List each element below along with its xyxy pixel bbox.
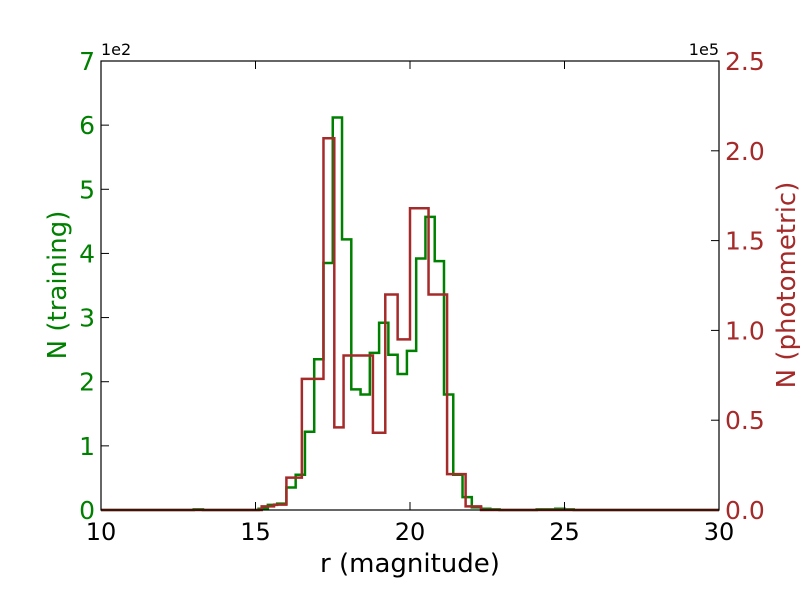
y-right-tick-label: 0.5 [725, 406, 765, 435]
x-tick-label: 25 [549, 518, 580, 546]
y-left-tick-label: 5 [79, 175, 95, 204]
y-left-tick-label: 4 [79, 239, 95, 268]
y-axis-right-label: N (photometric) [772, 182, 800, 389]
y-left-tick-label: 7 [79, 47, 95, 76]
y-right-tick-label: 2.0 [725, 137, 765, 166]
y-axis-left-multiplier: 1e2 [101, 40, 131, 59]
y-axis-left: 0 1 2 3 4 5 6 7 [79, 47, 109, 525]
y-left-tick-label: 2 [79, 368, 95, 397]
x-tick-label: 20 [395, 518, 426, 546]
y-axis-right-multiplier: 1e5 [689, 40, 719, 59]
x-axis-label: r (magnitude) [320, 549, 500, 579]
x-tick-label: 15 [240, 518, 271, 546]
series-photometric [101, 136, 719, 512]
y-left-tick-label: 0 [79, 496, 95, 525]
y-right-tick-label: 1.0 [725, 316, 765, 345]
y-right-tick-label: 2.5 [725, 47, 765, 76]
y-left-tick-label: 6 [79, 111, 95, 140]
y-left-tick-label: 3 [79, 304, 95, 333]
y-axis-right: 0.0 0.5 1.0 1.5 2.0 2.5 [711, 47, 765, 525]
y-left-tick-label: 1 [79, 432, 95, 461]
y-right-tick-label: 0.0 [725, 496, 765, 525]
x-axis: 10 15 20 25 30 [86, 61, 735, 546]
y-axis-left-label: N (training) [43, 211, 73, 360]
y-right-tick-label: 1.5 [725, 227, 765, 256]
x-tick-label: 10 [86, 518, 117, 546]
x-tick-label: 30 [704, 518, 735, 546]
